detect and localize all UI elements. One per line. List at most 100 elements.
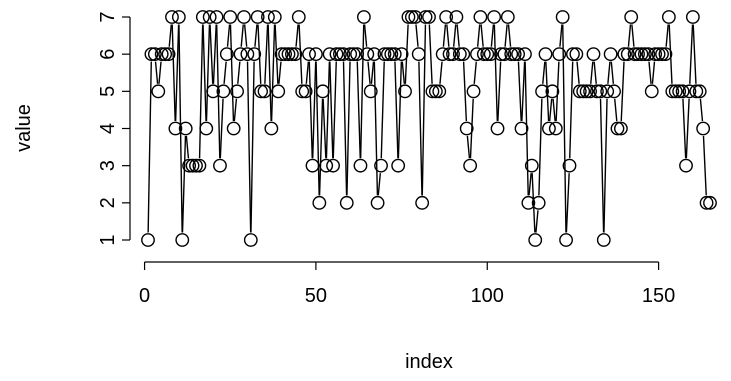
data-point — [624, 10, 639, 24]
data-point — [559, 233, 573, 247]
data-point — [391, 158, 406, 173]
data-point — [350, 47, 364, 62]
data-point — [583, 84, 597, 99]
y-ticks: 1 2 3 4 5 6 7 — [97, 11, 130, 246]
data-point — [600, 84, 615, 99]
line-segment — [469, 98, 474, 159]
data-point — [257, 84, 272, 99]
line-segment — [535, 210, 539, 233]
data-point — [261, 10, 275, 24]
data-point — [682, 84, 697, 99]
line-segment — [404, 24, 409, 84]
line-segment — [627, 24, 632, 47]
data-point — [545, 84, 560, 99]
data-point — [254, 84, 268, 99]
data-point — [685, 10, 700, 24]
data-point — [339, 195, 354, 210]
data-point — [189, 158, 203, 173]
data-point — [226, 121, 241, 136]
y-tick-label: 5 — [97, 86, 119, 97]
data-point — [288, 47, 303, 62]
y-axis-title: value — [13, 104, 35, 152]
line-segment — [202, 24, 207, 122]
line-segment — [158, 61, 162, 84]
data-point — [463, 158, 478, 173]
line-segment — [295, 24, 299, 47]
line-segment — [223, 61, 227, 84]
y-tick-label: 6 — [97, 49, 119, 60]
data-point — [679, 158, 693, 173]
data-point — [524, 158, 539, 173]
data-point — [309, 47, 323, 62]
line-segment — [209, 24, 214, 84]
data-point — [452, 47, 467, 62]
line-segment — [466, 135, 471, 159]
data-point — [590, 84, 604, 99]
data-point — [552, 47, 567, 62]
data-point — [264, 121, 279, 136]
line-segment — [607, 61, 611, 84]
data-point — [466, 84, 481, 99]
data-point — [518, 47, 532, 62]
data-point — [531, 195, 546, 210]
data-point — [459, 121, 474, 136]
line-segment — [312, 61, 317, 159]
data-point — [446, 47, 460, 62]
data-point — [658, 47, 673, 62]
data-point — [223, 10, 238, 24]
data-point — [538, 47, 553, 62]
data-point — [593, 84, 608, 99]
line-segment — [552, 98, 556, 122]
data-point — [315, 84, 330, 99]
data-point — [291, 10, 306, 24]
line-segment — [507, 24, 512, 47]
data-point — [610, 121, 625, 136]
data-point — [672, 84, 687, 99]
line-segment — [171, 24, 176, 122]
line-segment — [699, 98, 704, 122]
line-segment — [254, 24, 258, 47]
data-point — [703, 195, 717, 210]
data-point — [326, 158, 340, 173]
data-point — [425, 84, 440, 99]
line-segment — [394, 61, 399, 159]
data-point — [641, 47, 656, 62]
data-point — [562, 158, 577, 173]
data-point — [250, 10, 265, 24]
line-segment — [462, 61, 468, 122]
data-point — [206, 84, 221, 99]
data-point — [195, 10, 210, 24]
line-segment — [356, 61, 361, 159]
data-point — [631, 47, 645, 62]
data-point — [377, 47, 392, 62]
data-point — [675, 84, 690, 99]
line-segment — [603, 98, 608, 233]
line-segment — [308, 61, 313, 159]
data-point — [569, 47, 584, 62]
line-segment — [315, 61, 320, 196]
line-segment — [240, 24, 244, 47]
line-segment — [264, 24, 269, 84]
data-point — [141, 233, 155, 247]
data-point — [497, 47, 512, 62]
x-axis-title: index — [405, 351, 453, 373]
data-point — [620, 47, 635, 62]
line-segment — [569, 61, 574, 159]
data-point — [548, 121, 563, 136]
line-segment — [439, 61, 443, 84]
line-segment — [452, 24, 457, 47]
data-point — [346, 47, 361, 62]
data-point — [566, 47, 580, 62]
connecting-segments — [147, 24, 707, 233]
line-segment — [480, 24, 484, 47]
line-segment — [493, 24, 499, 122]
data-point — [651, 47, 666, 62]
data-point — [168, 121, 183, 136]
data-point — [298, 84, 313, 99]
data-point — [398, 84, 412, 99]
data-point — [401, 10, 416, 24]
data-point — [428, 84, 443, 99]
data-points — [141, 10, 717, 247]
data-point — [442, 47, 457, 62]
data-point — [353, 158, 368, 173]
